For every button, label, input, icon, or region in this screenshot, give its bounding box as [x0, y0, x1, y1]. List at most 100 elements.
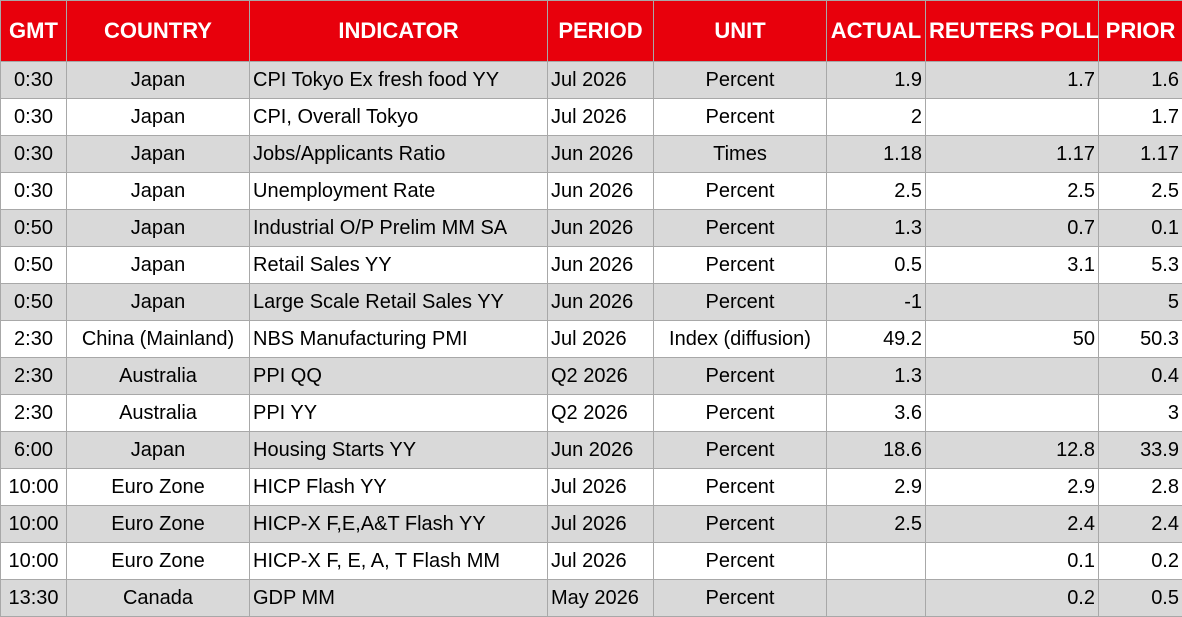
cell-indicator: Unemployment Rate [249, 172, 548, 210]
cell-gmt: 6:00 [0, 431, 67, 469]
table-row: 0:50 Japan Retail Sales YY Jun 2026 Percent 0… [0, 246, 1182, 284]
cell-gmt: 0:30 [0, 61, 67, 99]
cell-actual: 0.5 [826, 246, 926, 284]
cell-prior: 2.5 [1098, 172, 1182, 210]
cell-actual: 1.3 [826, 209, 926, 247]
cell-gmt: 0:30 [0, 172, 67, 210]
cell-reuters-poll [925, 283, 1099, 321]
table-row: 2:30 China (Mainland) NBS Manufacturing PM… [0, 320, 1182, 358]
cell-unit: Percent [653, 98, 827, 136]
cell-gmt: 0:50 [0, 246, 67, 284]
cell-country: Euro Zone [66, 468, 250, 506]
table-row: 10:00 Euro Zone HICP Flash YY Jul 2026 Perce… [0, 468, 1182, 506]
cell-reuters-poll: 2.5 [925, 172, 1099, 210]
cell-indicator: Housing Starts YY [249, 431, 548, 469]
cell-period: Jun 2026 [547, 209, 654, 247]
cell-gmt: 0:30 [0, 98, 67, 136]
table-row: 10:00 Euro Zone HICP-X F,E,A&T Flash YY Jul… [0, 505, 1182, 543]
header-indicator: INDICATOR [249, 0, 548, 62]
cell-gmt: 10:00 [0, 542, 67, 580]
cell-indicator: PPI QQ [249, 357, 548, 395]
cell-unit: Percent [653, 357, 827, 395]
header-gmt: GMT [0, 0, 67, 62]
cell-actual: 2.5 [826, 505, 926, 543]
cell-gmt: 10:00 [0, 505, 67, 543]
cell-period: Jun 2026 [547, 172, 654, 210]
cell-reuters-poll: 2.9 [925, 468, 1099, 506]
cell-gmt: 0:30 [0, 135, 67, 173]
cell-indicator: Retail Sales YY [249, 246, 548, 284]
cell-prior: 50.3 [1098, 320, 1182, 358]
table-row: 0:30 Japan CPI Tokyo Ex fresh food YY Jul 2… [0, 61, 1182, 99]
cell-period: Jul 2026 [547, 320, 654, 358]
cell-period: Jul 2026 [547, 468, 654, 506]
cell-indicator: GDP MM [249, 579, 548, 617]
cell-reuters-poll: 3.1 [925, 246, 1099, 284]
cell-gmt: 2:30 [0, 394, 67, 432]
cell-unit: Index (diffusion) [653, 320, 827, 358]
cell-actual: 2 [826, 98, 926, 136]
cell-country: Canada [66, 579, 250, 617]
cell-country: Japan [66, 246, 250, 284]
cell-actual: 18.6 [826, 431, 926, 469]
cell-unit: Percent [653, 172, 827, 210]
cell-reuters-poll: 0.7 [925, 209, 1099, 247]
cell-prior: 3 [1098, 394, 1182, 432]
cell-country: Japan [66, 61, 250, 99]
table-row: 0:30 Japan Unemployment Rate Jun 2026 Percen… [0, 172, 1182, 210]
cell-country: Australia [66, 357, 250, 395]
cell-unit: Percent [653, 283, 827, 321]
cell-unit: Percent [653, 431, 827, 469]
cell-period: Q2 2026 [547, 357, 654, 395]
cell-indicator: CPI, Overall Tokyo [249, 98, 548, 136]
cell-indicator: Industrial O/P Prelim MM SA [249, 209, 548, 247]
cell-reuters-poll [925, 394, 1099, 432]
cell-indicator: NBS Manufacturing PMI [249, 320, 548, 358]
cell-prior: 1.17 [1098, 135, 1182, 173]
cell-country: China (Mainland) [66, 320, 250, 358]
cell-actual: -1 [826, 283, 926, 321]
cell-prior: 5.3 [1098, 246, 1182, 284]
cell-gmt: 10:00 [0, 468, 67, 506]
cell-gmt: 13:30 [0, 579, 67, 617]
cell-country: Japan [66, 172, 250, 210]
cell-indicator: Large Scale Retail Sales YY [249, 283, 548, 321]
cell-indicator: HICP-X F, E, A, T Flash MM [249, 542, 548, 580]
cell-reuters-poll: 2.4 [925, 505, 1099, 543]
table-body: 0:30 Japan CPI Tokyo Ex fresh food YY Jul 2… [0, 61, 1182, 617]
table-row: 0:30 Japan Jobs/Applicants Ratio Jun 2026 Ti… [0, 135, 1182, 173]
cell-prior: 0.4 [1098, 357, 1182, 395]
cell-prior: 1.7 [1098, 98, 1182, 136]
cell-unit: Percent [653, 579, 827, 617]
cell-reuters-poll: 1.17 [925, 135, 1099, 173]
cell-reuters-poll [925, 98, 1099, 136]
cell-actual [826, 579, 926, 617]
cell-period: Jun 2026 [547, 135, 654, 173]
cell-indicator: HICP-X F,E,A&T Flash YY [249, 505, 548, 543]
cell-unit: Percent [653, 468, 827, 506]
cell-country: Japan [66, 283, 250, 321]
cell-prior: 2.4 [1098, 505, 1182, 543]
cell-prior: 5 [1098, 283, 1182, 321]
cell-unit: Percent [653, 209, 827, 247]
cell-country: Euro Zone [66, 542, 250, 580]
cell-indicator: PPI YY [249, 394, 548, 432]
header-prior: PRIOR [1098, 0, 1182, 62]
cell-gmt: 2:30 [0, 357, 67, 395]
cell-gmt: 0:50 [0, 283, 67, 321]
cell-reuters-poll: 50 [925, 320, 1099, 358]
cell-actual [826, 542, 926, 580]
cell-period: May 2026 [547, 579, 654, 617]
cell-prior: 0.5 [1098, 579, 1182, 617]
cell-period: Jul 2026 [547, 98, 654, 136]
cell-country: Japan [66, 135, 250, 173]
cell-actual: 2.5 [826, 172, 926, 210]
cell-unit: Percent [653, 246, 827, 284]
header-country: COUNTRY [66, 0, 250, 62]
cell-actual: 3.6 [826, 394, 926, 432]
cell-reuters-poll [925, 357, 1099, 395]
cell-indicator: CPI Tokyo Ex fresh food YY [249, 61, 548, 99]
header-actual: ACTUAL [826, 0, 926, 62]
cell-prior: 33.9 [1098, 431, 1182, 469]
cell-country: Japan [66, 209, 250, 247]
